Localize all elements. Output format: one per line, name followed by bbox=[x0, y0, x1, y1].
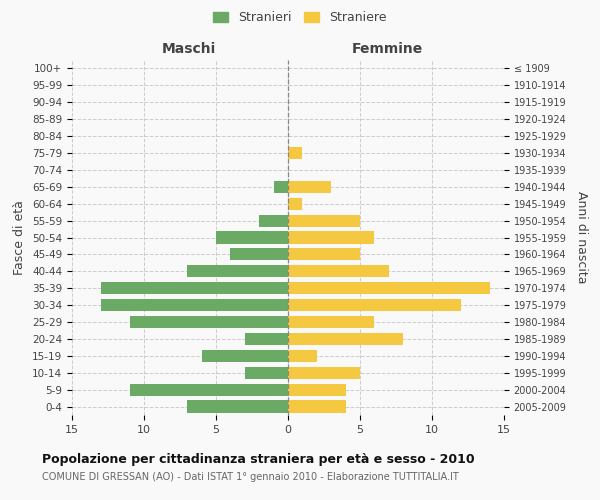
Bar bbox=[130, 316, 288, 328]
Bar bbox=[245, 366, 288, 379]
Bar bbox=[288, 282, 490, 294]
Bar bbox=[187, 400, 288, 412]
Y-axis label: Fasce di età: Fasce di età bbox=[13, 200, 26, 275]
Bar bbox=[288, 333, 403, 345]
Bar bbox=[288, 214, 360, 226]
Bar bbox=[288, 384, 346, 396]
Bar bbox=[288, 316, 374, 328]
Text: Popolazione per cittadinanza straniera per età e sesso - 2010: Popolazione per cittadinanza straniera p… bbox=[42, 452, 475, 466]
Bar bbox=[274, 180, 288, 193]
Bar bbox=[259, 214, 288, 226]
Bar bbox=[288, 299, 461, 311]
Bar bbox=[187, 265, 288, 278]
Bar bbox=[130, 384, 288, 396]
Bar bbox=[101, 282, 288, 294]
Bar bbox=[288, 350, 317, 362]
Bar bbox=[288, 147, 302, 159]
Bar bbox=[288, 180, 331, 193]
Bar bbox=[288, 248, 360, 260]
Bar bbox=[230, 248, 288, 260]
Bar bbox=[288, 400, 346, 412]
Bar bbox=[216, 232, 288, 243]
Bar bbox=[245, 333, 288, 345]
Bar bbox=[101, 299, 288, 311]
Y-axis label: Anni di nascita: Anni di nascita bbox=[575, 191, 588, 284]
Legend: Stranieri, Straniere: Stranieri, Straniere bbox=[208, 6, 392, 29]
Text: Maschi: Maschi bbox=[161, 42, 216, 56]
Bar bbox=[288, 198, 302, 210]
Bar bbox=[288, 366, 360, 379]
Bar bbox=[288, 265, 389, 278]
Text: COMUNE DI GRESSAN (AO) - Dati ISTAT 1° gennaio 2010 - Elaborazione TUTTITALIA.IT: COMUNE DI GRESSAN (AO) - Dati ISTAT 1° g… bbox=[42, 472, 459, 482]
Bar bbox=[288, 232, 374, 243]
Bar bbox=[202, 350, 288, 362]
Text: Femmine: Femmine bbox=[352, 42, 423, 56]
